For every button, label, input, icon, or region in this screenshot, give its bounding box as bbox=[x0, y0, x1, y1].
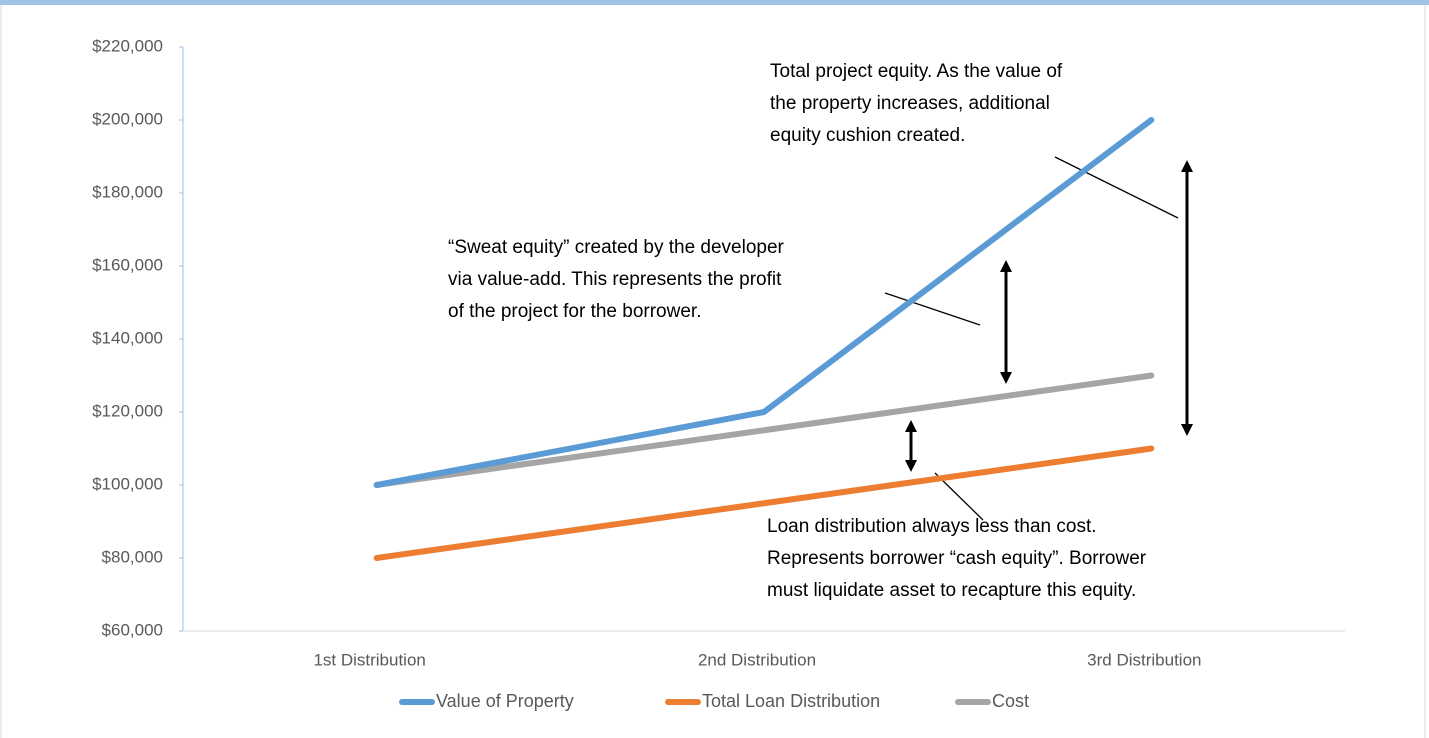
annotation: equity cushion created. bbox=[770, 125, 965, 146]
arrows bbox=[905, 160, 1193, 472]
y-tick-label: $160,000 bbox=[92, 255, 163, 274]
pointer-line bbox=[1054, 156, 1179, 219]
annotation: of the project for the borrower. bbox=[448, 301, 701, 322]
y-tick-label: $80,000 bbox=[102, 547, 163, 566]
series-line bbox=[373, 117, 1155, 488]
annotation: via value-add. This represents the profi… bbox=[448, 269, 782, 290]
annotation: Total project equity. As the value of bbox=[770, 61, 1063, 82]
x-tick-label: 1st Distribution bbox=[313, 650, 425, 669]
legend-label: Value of Property bbox=[436, 691, 574, 711]
x-tick-label: 2nd Distribution bbox=[698, 650, 816, 669]
series-line bbox=[373, 372, 1155, 488]
annotation: the property increases, additional bbox=[770, 93, 1050, 114]
annotation: Represents borrower “cash equity”. Borro… bbox=[767, 548, 1147, 569]
legend-label: Total Loan Distribution bbox=[702, 691, 880, 711]
y-tick-label: $120,000 bbox=[92, 401, 163, 420]
y-tick-label: $100,000 bbox=[92, 474, 163, 493]
pointer-line bbox=[884, 292, 981, 326]
legend-label: Cost bbox=[992, 691, 1029, 711]
y-tick-label: $140,000 bbox=[92, 328, 163, 347]
top-border bbox=[0, 0, 1429, 5]
series-line bbox=[373, 445, 1155, 561]
x-tick-label: 3rd Distribution bbox=[1087, 650, 1201, 669]
annotation: Loan distribution always less than cost. bbox=[767, 516, 1097, 537]
annotation: must liquidate asset to recapture this e… bbox=[767, 580, 1136, 601]
annotation: “Sweat equity” created by the developer bbox=[448, 237, 785, 258]
y-tick-label: $60,000 bbox=[102, 620, 163, 639]
y-tick-label: $180,000 bbox=[92, 182, 163, 201]
y-tick-label: $200,000 bbox=[92, 109, 163, 128]
y-tick-label: $220,000 bbox=[92, 36, 163, 55]
